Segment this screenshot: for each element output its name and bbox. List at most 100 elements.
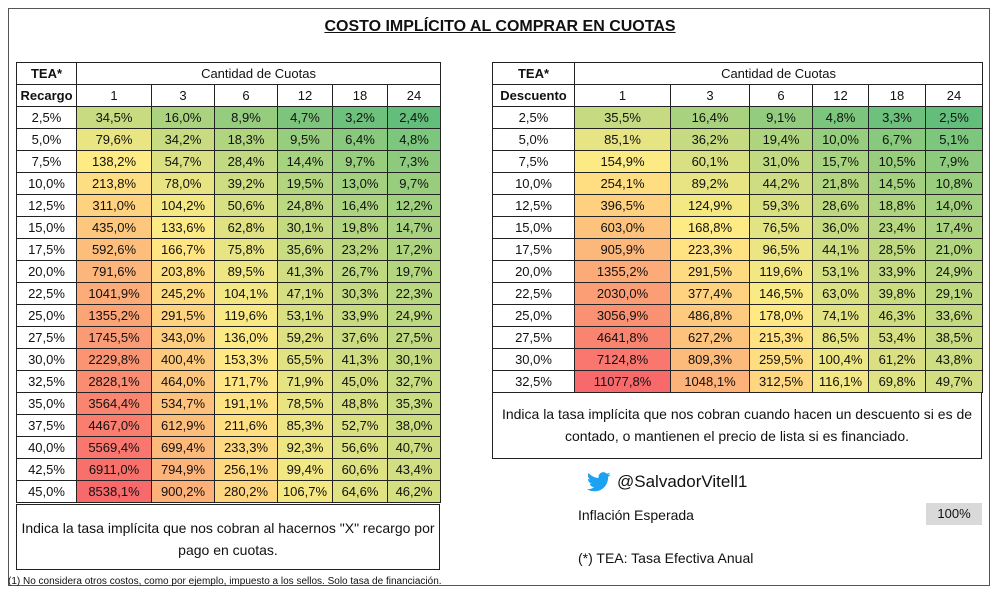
twitter-handle[interactable]: @SalvadorVitell1 <box>587 472 747 492</box>
descuento-rate-cell: 10,0% <box>492 172 575 195</box>
recargo-table-row: 27,5% 1745,5% 343,0% 136,0% 59,2% 37,6% 27,5% <box>16 326 442 349</box>
descuento-table-row: 2,5% 35,5% 16,4% 9,1% 4,8% 3,3% 2,5% <box>492 106 984 129</box>
recargo-value-cell: 26,7% <box>332 260 388 283</box>
recargo-value-cell: 699,4% <box>151 436 215 459</box>
descuento-cuota-header: 18 <box>868 84 926 107</box>
recargo-value-cell: 211,6% <box>214 414 278 437</box>
recargo-value-cell: 30,3% <box>332 282 388 305</box>
recargo-cuota-header: 12 <box>277 84 333 107</box>
recargo-value-cell: 534,7% <box>151 392 215 415</box>
recargo-group-header: Cantidad de Cuotas <box>75 62 442 85</box>
descuento-value-cell: 7124,8% <box>574 348 671 371</box>
recargo-cuota-header: 1 <box>76 84 152 107</box>
descuento-cuota-header: 24 <box>924 84 984 107</box>
recargo-value-cell: 78,0% <box>151 172 215 195</box>
recargo-value-cell: 17,2% <box>386 238 442 261</box>
recargo-value-cell: 2828,1% <box>76 370 152 393</box>
recargo-value-cell: 4,8% <box>386 128 442 151</box>
recargo-value-cell: 53,1% <box>277 304 333 327</box>
descuento-value-cell: 146,5% <box>749 282 813 305</box>
recargo-value-cell: 1041,9% <box>76 282 152 305</box>
descuento-value-cell: 21,0% <box>924 238 984 261</box>
page-title: COSTO IMPLÍCITO AL COMPRAR EN CUOTAS <box>324 18 676 35</box>
descuento-value-cell: 63,0% <box>812 282 869 305</box>
descuento-value-cell: 21,8% <box>812 172 869 195</box>
descuento-value-cell: 53,4% <box>868 326 926 349</box>
recargo-value-cell: 233,3% <box>214 436 278 459</box>
recargo-value-cell: 203,8% <box>151 260 215 283</box>
recargo-table-row: 40,0% 5569,4% 699,4% 233,3% 92,3% 56,6% 40,7% <box>16 436 442 459</box>
recargo-value-cell: 24,9% <box>386 304 442 327</box>
descuento-value-cell: 2,5% <box>924 106 984 129</box>
recargo-value-cell: 8538,1% <box>76 480 152 503</box>
descuento-value-cell: 223,3% <box>670 238 750 261</box>
recargo-value-cell: 75,8% <box>214 238 278 261</box>
recargo-value-cell: 47,1% <box>277 282 333 305</box>
recargo-rate-cell: 25,0% <box>16 304 77 327</box>
descuento-value-cell: 36,0% <box>812 216 869 239</box>
recargo-rate-cell: 12,5% <box>16 194 77 217</box>
descuento-value-cell: 11077,8% <box>574 370 671 393</box>
descuento-value-cell: 19,4% <box>749 128 813 151</box>
recargo-value-cell: 62,8% <box>214 216 278 239</box>
descuento-rate-cell: 30,0% <box>492 348 575 371</box>
recargo-rate-cell: 22,5% <box>16 282 77 305</box>
descuento-value-cell: 74,1% <box>812 304 869 327</box>
descuento-cuota-header: 1 <box>574 84 671 107</box>
descuento-table-row: 30,0% 7124,8% 809,3% 259,5% 100,4% 61,2% 43,8% <box>492 348 984 371</box>
recargo-value-cell: 119,6% <box>214 304 278 327</box>
recargo-value-cell: 133,6% <box>151 216 215 239</box>
recargo-rate-cell: 37,5% <box>16 414 77 437</box>
recargo-value-cell: 311,0% <box>76 194 152 217</box>
recargo-rate-cell: 27,5% <box>16 326 77 349</box>
descuento-value-cell: 10,5% <box>868 150 926 173</box>
recargo-cuota-header: 6 <box>214 84 278 107</box>
descuento-table-row: 20,0% 1355,2% 291,5% 119,6% 53,1% 33,9% 24,9% <box>492 260 984 283</box>
recargo-value-cell: 40,7% <box>386 436 442 459</box>
recargo-value-cell: 794,9% <box>151 458 215 481</box>
recargo-value-cell: 60,6% <box>332 458 388 481</box>
recargo-table-row: 37,5% 4467,0% 612,9% 211,6% 85,3% 52,7% 38,0% <box>16 414 442 437</box>
descuento-value-cell: 33,9% <box>868 260 926 283</box>
recargo-value-cell: 14,4% <box>277 150 333 173</box>
recargo-value-cell: 3,2% <box>332 106 388 129</box>
recargo-value-cell: 280,2% <box>214 480 278 503</box>
descuento-value-cell: 6,7% <box>868 128 926 151</box>
recargo-value-cell: 464,0% <box>151 370 215 393</box>
recargo-table-row: 25,0% 1355,2% 291,5% 119,6% 53,1% 33,9% 24,9% <box>16 304 442 327</box>
recargo-table-row: 35,0% 3564,4% 534,7% 191,1% 78,5% 48,8% 35,3% <box>16 392 442 415</box>
descuento-value-cell: 3,3% <box>868 106 926 129</box>
recargo-table-row: 45,0% 8538,1% 900,2% 280,2% 106,7% 64,6% 46,2% <box>16 480 442 503</box>
descuento-value-cell: 154,9% <box>574 150 671 173</box>
descuento-value-cell: 259,5% <box>749 348 813 371</box>
descuento-rate-cell: 12,5% <box>492 194 575 217</box>
recargo-value-cell: 213,8% <box>76 172 152 195</box>
descuento-cuota-header: 12 <box>812 84 869 107</box>
inflation-value[interactable]: 100% <box>926 503 982 525</box>
recargo-value-cell: 34,5% <box>76 106 152 129</box>
recargo-value-cell: 48,8% <box>332 392 388 415</box>
recargo-value-cell: 14,7% <box>386 216 442 239</box>
recargo-value-cell: 2229,8% <box>76 348 152 371</box>
recargo-value-cell: 41,3% <box>277 260 333 283</box>
recargo-tea-label: TEA* <box>16 62 77 85</box>
recargo-value-cell: 5569,4% <box>76 436 152 459</box>
descuento-value-cell: 69,8% <box>868 370 926 393</box>
descuento-value-cell: 124,9% <box>670 194 750 217</box>
descuento-rate-cell: 17,5% <box>492 238 575 261</box>
descuento-value-cell: 46,3% <box>868 304 926 327</box>
descuento-value-cell: 168,8% <box>670 216 750 239</box>
descuento-value-cell: 7,9% <box>924 150 984 173</box>
descuento-value-cell: 85,1% <box>574 128 671 151</box>
recargo-value-cell: 24,8% <box>277 194 333 217</box>
recargo-value-cell: 79,6% <box>76 128 152 151</box>
descuento-value-cell: 53,1% <box>812 260 869 283</box>
descuento-value-cell: 14,5% <box>868 172 926 195</box>
recargo-table-row: 30,0% 2229,8% 400,4% 153,3% 65,5% 41,3% 30,1% <box>16 348 442 371</box>
descuento-group-header: Cantidad de Cuotas <box>573 62 984 85</box>
recargo-table-row: 20,0% 791,6% 203,8% 89,5% 41,3% 26,7% 19,7% <box>16 260 442 283</box>
recargo-value-cell: 39,2% <box>214 172 278 195</box>
recargo-value-cell: 3564,4% <box>76 392 152 415</box>
descuento-value-cell: 35,5% <box>574 106 671 129</box>
descuento-value-cell: 4641,8% <box>574 326 671 349</box>
